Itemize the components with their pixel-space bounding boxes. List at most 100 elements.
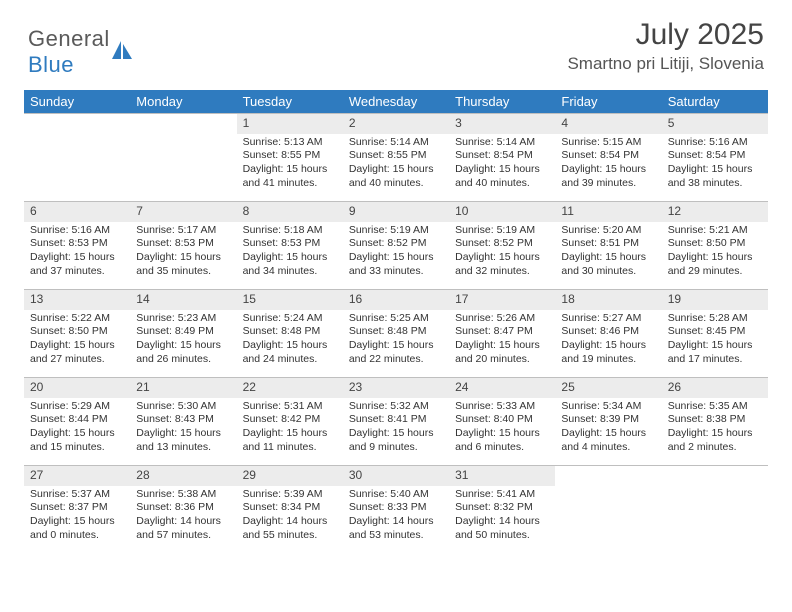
sunset-line: Sunset: 8:34 PM	[243, 501, 337, 515]
daylight-line: Daylight: 14 hours and 50 minutes.	[455, 515, 549, 542]
day-number: 7	[130, 202, 236, 222]
sunrise-line: Sunrise: 5:32 AM	[349, 400, 443, 414]
calendar-day: 16Sunrise: 5:25 AMSunset: 8:48 PMDayligh…	[343, 290, 449, 378]
sunset-line: Sunset: 8:49 PM	[136, 325, 230, 339]
daylight-line: Daylight: 15 hours and 40 minutes.	[349, 163, 443, 190]
day-number: 29	[237, 466, 343, 486]
day-body: Sunrise: 5:14 AMSunset: 8:55 PMDaylight:…	[343, 134, 449, 195]
day-number: 12	[662, 202, 768, 222]
sunrise-line: Sunrise: 5:33 AM	[455, 400, 549, 414]
day-number: 14	[130, 290, 236, 310]
day-number: 6	[24, 202, 130, 222]
calendar-day: 26Sunrise: 5:35 AMSunset: 8:38 PMDayligh…	[662, 378, 768, 466]
daylight-line: Daylight: 15 hours and 40 minutes.	[455, 163, 549, 190]
sunset-line: Sunset: 8:50 PM	[668, 237, 762, 251]
day-body: Sunrise: 5:41 AMSunset: 8:32 PMDaylight:…	[449, 486, 555, 547]
logo-text-1: General	[28, 26, 110, 51]
calendar-day: 1Sunrise: 5:13 AMSunset: 8:55 PMDaylight…	[237, 114, 343, 202]
sunset-line: Sunset: 8:39 PM	[561, 413, 655, 427]
daylight-line: Daylight: 15 hours and 35 minutes.	[136, 251, 230, 278]
sail-icon	[112, 41, 134, 66]
sunrise-line: Sunrise: 5:29 AM	[30, 400, 124, 414]
day-body: Sunrise: 5:21 AMSunset: 8:50 PMDaylight:…	[662, 222, 768, 283]
daylight-line: Daylight: 15 hours and 20 minutes.	[455, 339, 549, 366]
day-number: 9	[343, 202, 449, 222]
sunset-line: Sunset: 8:53 PM	[136, 237, 230, 251]
day-number: 5	[662, 114, 768, 134]
calendar-day: 30Sunrise: 5:40 AMSunset: 8:33 PMDayligh…	[343, 466, 449, 554]
daylight-line: Daylight: 15 hours and 29 minutes.	[668, 251, 762, 278]
sunset-line: Sunset: 8:47 PM	[455, 325, 549, 339]
calendar-day: 11Sunrise: 5:20 AMSunset: 8:51 PMDayligh…	[555, 202, 661, 290]
calendar-day: 6Sunrise: 5:16 AMSunset: 8:53 PMDaylight…	[24, 202, 130, 290]
day-number: 21	[130, 378, 236, 398]
day-body: Sunrise: 5:16 AMSunset: 8:54 PMDaylight:…	[662, 134, 768, 195]
sunset-line: Sunset: 8:45 PM	[668, 325, 762, 339]
day-body: Sunrise: 5:40 AMSunset: 8:33 PMDaylight:…	[343, 486, 449, 547]
sunset-line: Sunset: 8:40 PM	[455, 413, 549, 427]
calendar-day: 5Sunrise: 5:16 AMSunset: 8:54 PMDaylight…	[662, 114, 768, 202]
calendar-week: 6Sunrise: 5:16 AMSunset: 8:53 PMDaylight…	[24, 202, 768, 290]
weekday-header: Wednesday	[343, 90, 449, 114]
daylight-line: Daylight: 15 hours and 6 minutes.	[455, 427, 549, 454]
sunrise-line: Sunrise: 5:25 AM	[349, 312, 443, 326]
sunrise-line: Sunrise: 5:22 AM	[30, 312, 124, 326]
sunrise-line: Sunrise: 5:40 AM	[349, 488, 443, 502]
calendar-day: 20Sunrise: 5:29 AMSunset: 8:44 PMDayligh…	[24, 378, 130, 466]
calendar-table: SundayMondayTuesdayWednesdayThursdayFrid…	[24, 90, 768, 554]
location: Smartno pri Litiji, Slovenia	[567, 54, 764, 74]
daylight-line: Daylight: 15 hours and 11 minutes.	[243, 427, 337, 454]
weekday-header: Monday	[130, 90, 236, 114]
logo-text-2: Blue	[28, 52, 74, 77]
daylight-line: Daylight: 15 hours and 19 minutes.	[561, 339, 655, 366]
sunrise-line: Sunrise: 5:14 AM	[349, 136, 443, 150]
daylight-line: Daylight: 15 hours and 4 minutes.	[561, 427, 655, 454]
day-number: 30	[343, 466, 449, 486]
sunset-line: Sunset: 8:54 PM	[561, 149, 655, 163]
day-body: Sunrise: 5:28 AMSunset: 8:45 PMDaylight:…	[662, 310, 768, 371]
sunrise-line: Sunrise: 5:23 AM	[136, 312, 230, 326]
calendar-day: 3Sunrise: 5:14 AMSunset: 8:54 PMDaylight…	[449, 114, 555, 202]
calendar-day: 15Sunrise: 5:24 AMSunset: 8:48 PMDayligh…	[237, 290, 343, 378]
sunset-line: Sunset: 8:48 PM	[243, 325, 337, 339]
page-title: July 2025	[567, 18, 764, 52]
weekday-header: Friday	[555, 90, 661, 114]
day-body: Sunrise: 5:34 AMSunset: 8:39 PMDaylight:…	[555, 398, 661, 459]
logo: General Blue	[28, 26, 134, 78]
sunset-line: Sunset: 8:33 PM	[349, 501, 443, 515]
day-body: Sunrise: 5:29 AMSunset: 8:44 PMDaylight:…	[24, 398, 130, 459]
calendar-week: 13Sunrise: 5:22 AMSunset: 8:50 PMDayligh…	[24, 290, 768, 378]
day-number: 27	[24, 466, 130, 486]
day-body: Sunrise: 5:35 AMSunset: 8:38 PMDaylight:…	[662, 398, 768, 459]
sunrise-line: Sunrise: 5:20 AM	[561, 224, 655, 238]
sunset-line: Sunset: 8:32 PM	[455, 501, 549, 515]
day-number: 11	[555, 202, 661, 222]
sunset-line: Sunset: 8:44 PM	[30, 413, 124, 427]
daylight-line: Daylight: 15 hours and 33 minutes.	[349, 251, 443, 278]
calendar-week: 1Sunrise: 5:13 AMSunset: 8:55 PMDaylight…	[24, 114, 768, 202]
day-number: 4	[555, 114, 661, 134]
sunset-line: Sunset: 8:48 PM	[349, 325, 443, 339]
day-number: 13	[24, 290, 130, 310]
day-number: 10	[449, 202, 555, 222]
calendar-day: 4Sunrise: 5:15 AMSunset: 8:54 PMDaylight…	[555, 114, 661, 202]
sunrise-line: Sunrise: 5:14 AM	[455, 136, 549, 150]
day-body: Sunrise: 5:38 AMSunset: 8:36 PMDaylight:…	[130, 486, 236, 547]
calendar-day: 13Sunrise: 5:22 AMSunset: 8:50 PMDayligh…	[24, 290, 130, 378]
sunrise-line: Sunrise: 5:16 AM	[30, 224, 124, 238]
daylight-line: Daylight: 14 hours and 55 minutes.	[243, 515, 337, 542]
calendar-day: 31Sunrise: 5:41 AMSunset: 8:32 PMDayligh…	[449, 466, 555, 554]
calendar-day: 27Sunrise: 5:37 AMSunset: 8:37 PMDayligh…	[24, 466, 130, 554]
daylight-line: Daylight: 15 hours and 2 minutes.	[668, 427, 762, 454]
daylight-line: Daylight: 15 hours and 9 minutes.	[349, 427, 443, 454]
day-number: 20	[24, 378, 130, 398]
sunrise-line: Sunrise: 5:38 AM	[136, 488, 230, 502]
sunset-line: Sunset: 8:54 PM	[668, 149, 762, 163]
calendar-day: 23Sunrise: 5:32 AMSunset: 8:41 PMDayligh…	[343, 378, 449, 466]
calendar-day: 28Sunrise: 5:38 AMSunset: 8:36 PMDayligh…	[130, 466, 236, 554]
day-number: 3	[449, 114, 555, 134]
day-body: Sunrise: 5:23 AMSunset: 8:49 PMDaylight:…	[130, 310, 236, 371]
day-number: 22	[237, 378, 343, 398]
sunrise-line: Sunrise: 5:28 AM	[668, 312, 762, 326]
daylight-line: Daylight: 15 hours and 34 minutes.	[243, 251, 337, 278]
